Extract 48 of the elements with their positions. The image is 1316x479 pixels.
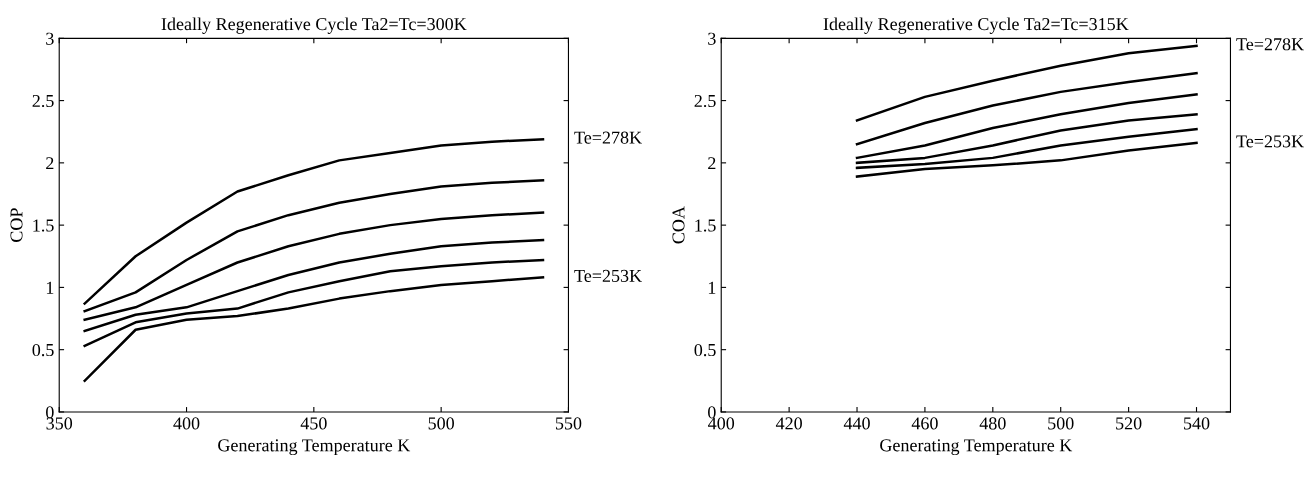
- y-tick-label: 1: [708, 281, 716, 294]
- x-tick-label: 450: [300, 417, 327, 430]
- x-tick-label: 500: [1048, 417, 1074, 430]
- series-label: Te=278K: [574, 131, 642, 144]
- line-series: [855, 93, 1198, 160]
- x-tick-label: 460: [911, 417, 938, 430]
- y-tick-label: 2: [46, 157, 54, 170]
- y-axis-title: COP: [10, 208, 23, 242]
- x-tick-label: 520: [1116, 417, 1142, 430]
- chart-title: Ideally Regenerative Cycle Ta2=Tc=315K: [823, 17, 1129, 34]
- line-series: [83, 276, 545, 383]
- x-tick-label: 400: [708, 417, 735, 430]
- line-series: [83, 258, 545, 348]
- line-series: [83, 137, 545, 305]
- y-tick-label: 3: [708, 32, 716, 45]
- line-series: [83, 179, 545, 313]
- y-tick-label: 0.5: [32, 343, 54, 357]
- y-tick-label: 0.5: [694, 343, 716, 357]
- x-tick-label: 500: [428, 417, 454, 430]
- y-tick-label: 0: [708, 406, 716, 419]
- x-tick-label: 420: [775, 417, 802, 430]
- x-tick-label: 400: [173, 417, 200, 430]
- line-series: [855, 113, 1198, 165]
- y-axis-title: COA: [672, 206, 685, 244]
- line-series: [855, 127, 1198, 170]
- line-series: [855, 141, 1198, 178]
- line-series: [83, 238, 545, 333]
- chart-title: Ideally Regenerative Cycle Ta2=Tc=300K: [161, 17, 467, 34]
- x-tick-label: 440: [843, 417, 870, 430]
- x-tick-label: 480: [979, 417, 1006, 430]
- legend-label: Te=278K: [1236, 38, 1304, 51]
- x-tick-label: 550: [555, 417, 582, 430]
- text: Te=253K: [1236, 135, 1304, 148]
- y-tick-label: 0: [46, 406, 54, 419]
- y-tick-label: 2.5: [32, 94, 54, 108]
- y-tick-label: 1.5: [33, 219, 54, 232]
- line-series: [855, 71, 1198, 146]
- x-tick-label: 540: [1184, 417, 1210, 430]
- y-tick-label: 2.5: [694, 94, 716, 108]
- x-tick-label: 350: [46, 417, 73, 430]
- legend-label: Te=253K: [574, 269, 642, 282]
- x-axis-title: Generating Temperature K: [880, 439, 1073, 456]
- y-tick-label: 2: [708, 157, 716, 170]
- line-series: [83, 211, 545, 322]
- y-tick-label: 1.5: [695, 219, 716, 232]
- y-tick-label: 1: [46, 281, 54, 294]
- y-tick-label: 3: [46, 32, 54, 45]
- x-axis-title: Generating Temperature K: [218, 439, 411, 456]
